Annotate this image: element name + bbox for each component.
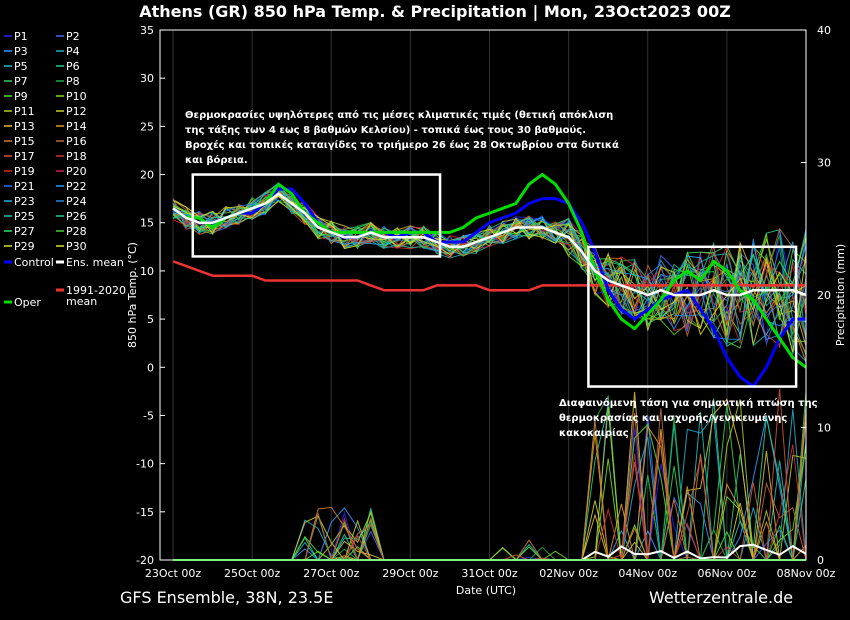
legend-label: P14 xyxy=(66,120,87,133)
annotation-bottom-line: θερμοκρασίας και ισχυρής/γενικευμένης xyxy=(559,412,787,424)
highlight-box-2 xyxy=(587,245,798,388)
legend-label: P3 xyxy=(14,45,28,58)
legend-label: P25 xyxy=(14,210,35,223)
legend-label: P22 xyxy=(66,180,87,193)
legend-label: P12 xyxy=(66,105,87,118)
y-tick-label: 20 xyxy=(140,169,154,182)
ensemble-member-p25 xyxy=(172,191,807,355)
legend-label: Oper xyxy=(14,296,41,309)
annotation-top-line: της τάξης των 4 εως 8 βαθμών Κελσίου) - … xyxy=(185,124,586,136)
y-axis-label: 850 hPa Temp. (°C) xyxy=(126,242,139,348)
legend-label: P11 xyxy=(14,105,35,118)
y-tick-label: 10 xyxy=(140,265,154,278)
y2-tick-label: 0 xyxy=(817,554,824,567)
legend-label: Ens. mean xyxy=(66,256,124,269)
legend-label: P9 xyxy=(14,90,28,103)
x-tick-label: 08Nov 00z xyxy=(777,567,836,580)
climate-mean-line xyxy=(172,260,806,292)
legend-label: P16 xyxy=(66,135,87,148)
y2-tick-label: 20 xyxy=(817,289,831,302)
legend-label: P2 xyxy=(66,30,80,43)
legend-label: P8 xyxy=(66,75,80,88)
y2-tick-label: 30 xyxy=(817,157,831,170)
ensemble-member-p30 xyxy=(172,195,807,353)
ens-mean-line xyxy=(172,192,807,297)
legend-label: P30 xyxy=(66,240,87,253)
legend-label: 1991-2020 xyxy=(66,284,126,297)
y-tick-label: 30 xyxy=(140,72,154,85)
legend-label: Control xyxy=(14,256,54,269)
axes: 35 30 25 20 15 10 5 0 -5 -10 -15 -20 40 30 20 10 0 23Oct … xyxy=(136,24,836,580)
x-tick-label: 27Oct 00z xyxy=(303,567,360,580)
legend-label: P19 xyxy=(14,165,35,178)
y-tick-label: -10 xyxy=(136,458,154,471)
highlight-boxes xyxy=(191,173,798,388)
annotation-bottom-line: κακοκαιρίας xyxy=(559,427,629,439)
legend-label: P7 xyxy=(14,75,28,88)
x-tick-label: 29Oct 00z xyxy=(382,567,439,580)
y-tick-label: 35 xyxy=(140,24,154,37)
annotation-top-line: Βροχές και τοπικές καταιγίδες το τριήμερ… xyxy=(185,139,619,151)
x-tick-label: 02Nov 00z xyxy=(539,567,598,580)
legend-label: P24 xyxy=(66,195,87,208)
legend-label: P29 xyxy=(14,240,35,253)
legend-label: P18 xyxy=(66,150,87,163)
legend-label: P17 xyxy=(14,150,35,163)
y-tick-label: 0 xyxy=(147,361,154,374)
y-tick-label: -5 xyxy=(143,409,154,422)
legend-label: P21 xyxy=(14,180,35,193)
legend-label: P23 xyxy=(14,195,35,208)
legend-label: P13 xyxy=(14,120,35,133)
legend-label: P1 xyxy=(14,30,28,43)
legend-label: P20 xyxy=(66,165,87,178)
x-tick-label: 23Oct 00z xyxy=(145,567,202,580)
legend-label: P10 xyxy=(66,90,87,103)
legend-label: P27 xyxy=(14,225,35,238)
annotations: Θερμοκρασίες υψηλότερες από τις μέσες κλ… xyxy=(185,109,818,439)
x-tick-label: 06Nov 00z xyxy=(698,567,757,580)
control-line xyxy=(172,187,806,388)
annotation-top-line: και βόρεια. xyxy=(185,154,248,166)
y2-axis-label: Precipitation (mm) xyxy=(834,244,847,346)
y-tick-label: 15 xyxy=(140,217,154,230)
legend-label: P5 xyxy=(14,60,28,73)
y-tick-label: -15 xyxy=(136,506,154,519)
footer-source: GFS Ensemble, 38N, 23.5E xyxy=(120,588,334,607)
x-tick-label: 25Oct 00z xyxy=(224,567,281,580)
y2-tick-label: 10 xyxy=(817,422,831,435)
annotation-bottom-line: Διαφαινόμενη τάση για σημαντική πτώση τη… xyxy=(559,397,818,409)
legend-label: mean xyxy=(66,295,97,308)
legend-label: P28 xyxy=(66,225,87,238)
y-tick-label: -20 xyxy=(136,554,154,567)
legend: P1 P2 P3 P4 P5 P6 P7 P8 P9 P10 P11 P12 P13 P14 P15 P16 P… xyxy=(4,30,126,309)
x-tick-label: 04Nov 00z xyxy=(618,567,677,580)
annotation-top-line: Θερμοκρασίες υψηλότερες από τις μέσες κλ… xyxy=(185,109,613,121)
oper-line xyxy=(172,173,807,369)
legend-label: P6 xyxy=(66,60,80,73)
legend-label: P4 xyxy=(66,45,80,58)
chart-title: Athens (GR) 850 hPa Temp. & Precipitatio… xyxy=(139,2,731,22)
y-tick-label: 25 xyxy=(140,120,154,133)
x-axis-label: Date (UTC) xyxy=(456,584,516,597)
footer-site-link[interactable]: Wetterzentrale.de xyxy=(649,588,794,607)
legend-label: P26 xyxy=(66,210,87,223)
y-tick-label: 5 xyxy=(147,313,154,326)
x-tick-label: 31Oct 00z xyxy=(461,567,518,580)
highlight-box-1 xyxy=(191,173,442,258)
y2-tick-label: 40 xyxy=(817,24,831,37)
legend-label: P15 xyxy=(14,135,35,148)
